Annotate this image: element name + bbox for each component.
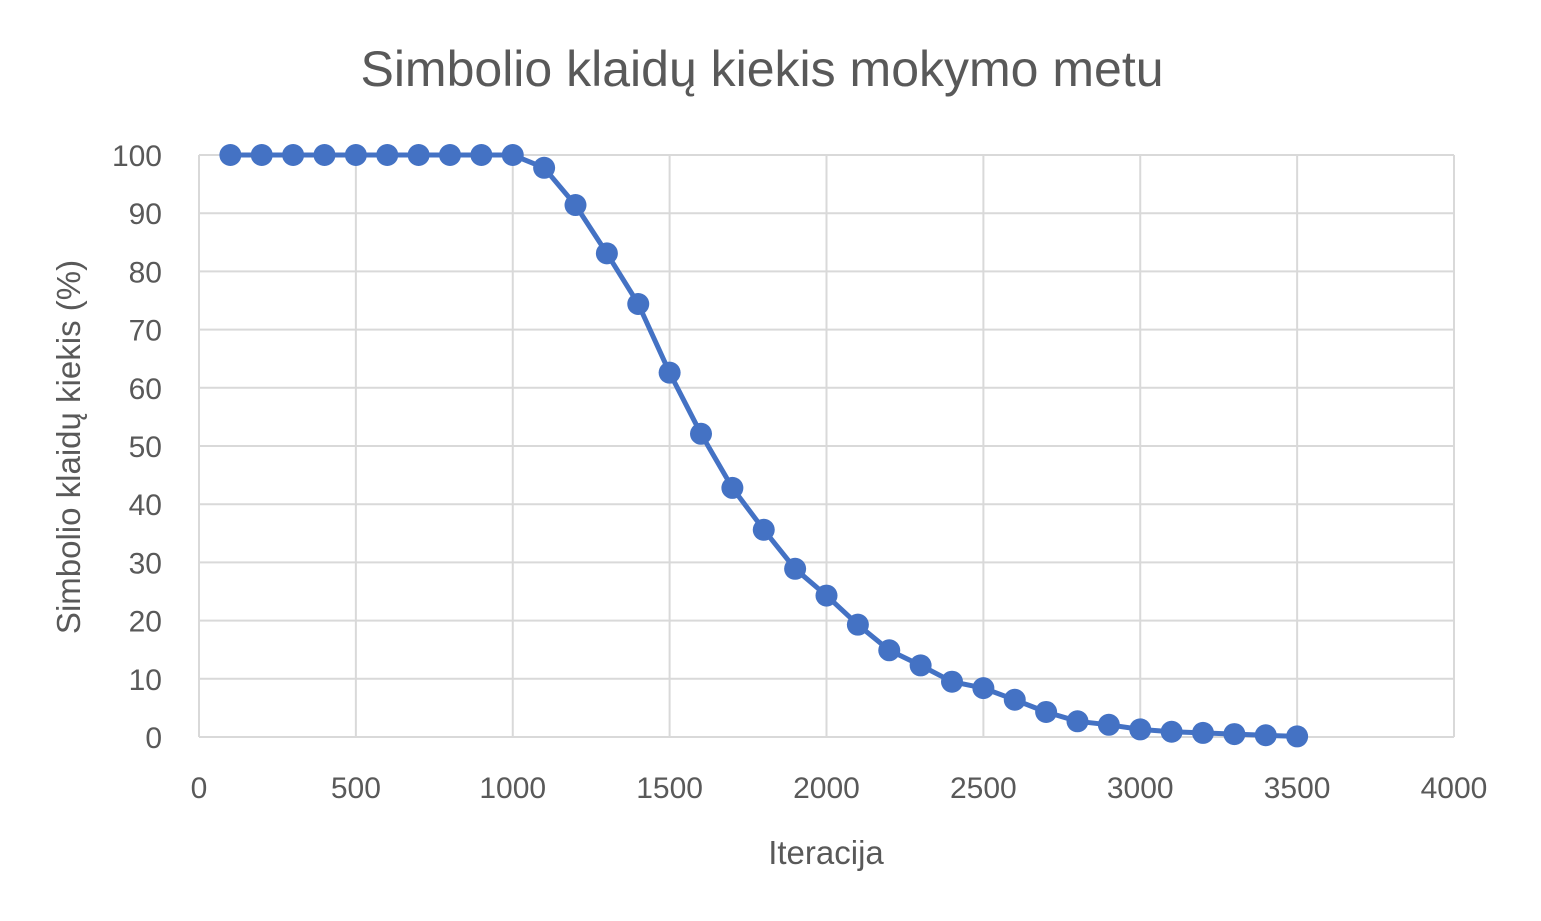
x-tick-label: 3500 [1264, 772, 1331, 805]
data-point [250, 144, 273, 166]
x-tick-label: 2500 [950, 772, 1017, 805]
x-axis-label: Iteracija [768, 834, 884, 871]
y-tick-label: 10 [129, 664, 162, 697]
data-point [282, 144, 305, 166]
data-point [1223, 723, 1246, 746]
y-tick-label: 0 [145, 722, 162, 755]
data-point [1003, 688, 1026, 711]
data-point [219, 144, 242, 166]
x-tick-label: 1000 [479, 772, 546, 805]
x-tick-label: 3000 [1107, 772, 1174, 805]
data-point [1097, 713, 1120, 736]
chart-title: Simbolio klaidų kiekis mokymo metu [360, 41, 1163, 97]
y-tick-label: 20 [129, 606, 162, 639]
data-point [533, 156, 556, 179]
y-tick-label: 100 [112, 140, 162, 173]
data-point [752, 518, 775, 541]
data-point [941, 670, 963, 693]
data-point [690, 422, 712, 445]
x-tick-label: 500 [331, 772, 381, 805]
data-point [1035, 700, 1058, 723]
y-axis-label: Simbolio klaidų kiekis (%) [50, 260, 87, 634]
x-axis-ticks: 0 500 1000 1500 2000 2500 3000 3500 4000 [191, 772, 1488, 805]
data-point [595, 242, 618, 265]
data-point [1192, 721, 1214, 744]
data-point [564, 194, 587, 217]
x-tick-label: 4000 [1421, 772, 1488, 805]
data-point [815, 584, 838, 607]
x-tick-label: 1500 [636, 772, 703, 805]
data-point [846, 613, 869, 636]
data-point [1160, 720, 1183, 743]
data-point [1129, 718, 1152, 741]
data-point [439, 144, 461, 166]
data-point [1254, 724, 1277, 747]
y-tick-label: 50 [129, 431, 162, 464]
x-tick-label: 0 [191, 772, 208, 805]
data-point [1286, 725, 1309, 748]
y-tick-label: 90 [129, 198, 162, 231]
data-point [501, 144, 524, 166]
data-point [313, 144, 336, 166]
data-point [470, 144, 493, 166]
y-tick-label: 70 [129, 315, 162, 348]
data-point [1066, 710, 1089, 733]
data-point [721, 476, 744, 499]
data-point [407, 144, 430, 166]
y-tick-label: 40 [129, 489, 162, 522]
series-group [219, 144, 1309, 748]
data-point [627, 292, 650, 315]
data-point [784, 557, 807, 580]
gridlines [199, 154, 1455, 737]
y-axis-ticks: 0 10 20 30 40 50 60 70 80 90 100 [112, 140, 162, 755]
data-point [972, 677, 995, 700]
data-point [344, 144, 367, 166]
data-point [909, 654, 932, 677]
y-tick-label: 80 [129, 256, 162, 289]
x-tick-label: 2000 [793, 772, 860, 805]
y-tick-label: 60 [129, 373, 162, 406]
data-point [878, 639, 901, 662]
y-tick-label: 30 [129, 547, 162, 580]
data-point [376, 144, 399, 166]
data-point [658, 361, 681, 384]
